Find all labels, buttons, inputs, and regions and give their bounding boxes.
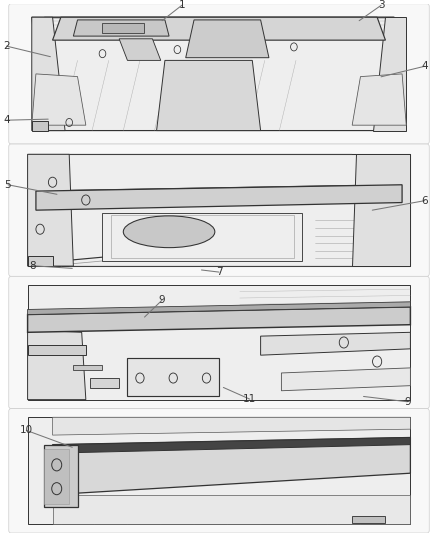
Polygon shape — [28, 154, 410, 266]
Text: 10: 10 — [20, 425, 33, 435]
Polygon shape — [61, 438, 410, 453]
Polygon shape — [53, 17, 385, 40]
Text: 4: 4 — [421, 61, 428, 71]
Polygon shape — [28, 307, 410, 332]
Text: 11: 11 — [243, 394, 256, 404]
Text: 9: 9 — [159, 295, 166, 305]
Polygon shape — [373, 17, 406, 131]
Polygon shape — [102, 22, 144, 34]
Polygon shape — [352, 74, 406, 125]
Text: 2: 2 — [3, 41, 10, 51]
Polygon shape — [352, 516, 385, 523]
Polygon shape — [36, 185, 402, 210]
Polygon shape — [28, 285, 410, 400]
Polygon shape — [73, 365, 102, 370]
Polygon shape — [28, 154, 73, 266]
FancyBboxPatch shape — [9, 276, 429, 409]
Polygon shape — [28, 417, 410, 524]
FancyBboxPatch shape — [9, 409, 429, 533]
Ellipse shape — [124, 216, 215, 248]
FancyBboxPatch shape — [9, 144, 429, 276]
Polygon shape — [53, 438, 410, 495]
Polygon shape — [73, 20, 169, 36]
Text: 9: 9 — [404, 397, 411, 407]
Polygon shape — [90, 378, 119, 388]
Polygon shape — [28, 302, 410, 314]
Polygon shape — [186, 20, 269, 58]
Text: 4: 4 — [3, 115, 10, 125]
Polygon shape — [44, 449, 69, 504]
Polygon shape — [32, 121, 48, 131]
Polygon shape — [32, 17, 406, 131]
Polygon shape — [352, 154, 410, 266]
Polygon shape — [53, 417, 410, 435]
Polygon shape — [32, 17, 65, 131]
Polygon shape — [261, 332, 410, 355]
Text: 6: 6 — [421, 196, 428, 206]
Polygon shape — [127, 358, 219, 396]
Polygon shape — [28, 256, 53, 266]
Polygon shape — [156, 60, 261, 131]
Polygon shape — [32, 74, 86, 125]
Polygon shape — [281, 368, 410, 391]
Polygon shape — [119, 39, 161, 60]
Text: 1: 1 — [178, 1, 185, 10]
Polygon shape — [28, 345, 86, 355]
Polygon shape — [44, 445, 78, 506]
Text: 8: 8 — [29, 261, 36, 271]
Polygon shape — [53, 495, 410, 524]
Text: 5: 5 — [4, 180, 11, 190]
Text: 3: 3 — [378, 1, 385, 10]
FancyBboxPatch shape — [9, 4, 429, 144]
Text: 7: 7 — [215, 267, 223, 277]
Polygon shape — [28, 330, 86, 400]
